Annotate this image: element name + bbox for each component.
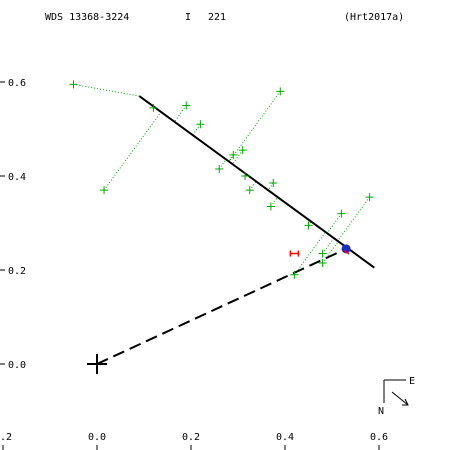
residual-line bbox=[174, 105, 187, 123]
residual-line bbox=[228, 154, 234, 162]
residual-line bbox=[322, 241, 339, 264]
observation-point bbox=[100, 186, 109, 195]
y-tick-label: 0.2 bbox=[8, 266, 26, 277]
observation-point bbox=[318, 249, 327, 258]
wds-id-label: WDS 13368-3224 bbox=[45, 12, 129, 23]
residual-line bbox=[337, 196, 371, 242]
observation-point bbox=[276, 87, 285, 96]
residual-line bbox=[249, 181, 257, 191]
predicted-position bbox=[341, 244, 351, 254]
residual-line bbox=[322, 237, 335, 254]
observation-point bbox=[290, 270, 299, 279]
observation-point bbox=[182, 101, 191, 110]
observation-point bbox=[149, 103, 158, 112]
observation-point bbox=[245, 186, 254, 195]
observation-point bbox=[318, 258, 327, 267]
observation-point bbox=[266, 202, 275, 211]
observation-point bbox=[215, 164, 224, 173]
observation-point bbox=[304, 221, 313, 230]
orbit-arc bbox=[138, 95, 375, 269]
observation-point bbox=[269, 179, 278, 188]
axes: 0.2 0.0 0.2 0.4 0.6 0.0 0.2 0.4 0.6 bbox=[0, 78, 388, 450]
compass-east-label: E bbox=[409, 376, 415, 387]
observation-point bbox=[241, 172, 250, 180]
line-of-nodes bbox=[96, 247, 347, 365]
compass-icon: E N bbox=[378, 376, 415, 417]
orbit-ref-label: (Hrt2017a) bbox=[344, 12, 404, 23]
y-tick-label: 0.6 bbox=[8, 78, 26, 89]
observation-point bbox=[69, 80, 78, 89]
residual-line bbox=[228, 91, 281, 162]
primary-star bbox=[87, 354, 107, 374]
residual-line bbox=[232, 149, 244, 165]
residual-line bbox=[270, 196, 279, 207]
residual-line bbox=[218, 159, 227, 170]
x-tick-label: 0.0 bbox=[88, 432, 106, 443]
residual-line bbox=[326, 213, 342, 234]
x-tick-label: 0.2 bbox=[0, 432, 12, 443]
x-tick-label: 0.6 bbox=[370, 432, 388, 443]
y-tick-label: 0.0 bbox=[8, 360, 26, 371]
y-tick-label: 0.4 bbox=[8, 172, 26, 183]
observation-point bbox=[238, 146, 247, 155]
observation-points bbox=[69, 80, 374, 374]
residual-lines bbox=[73, 83, 371, 275]
residual-line bbox=[73, 83, 140, 97]
speckle-measure bbox=[289, 250, 300, 257]
residual-line bbox=[267, 182, 274, 191]
observation-point bbox=[337, 209, 346, 218]
observation-point bbox=[229, 150, 238, 159]
residual-line bbox=[192, 124, 201, 136]
x-tick-label: 0.2 bbox=[182, 432, 200, 443]
x-tick-label: 0.4 bbox=[276, 432, 294, 443]
residual-line bbox=[103, 111, 162, 191]
observation-point bbox=[196, 120, 205, 129]
observation-point bbox=[365, 193, 374, 202]
compass-north-label: N bbox=[378, 406, 384, 417]
count-label: 221 bbox=[208, 12, 226, 23]
method-label: I bbox=[185, 12, 191, 23]
orbit-lines bbox=[96, 95, 375, 365]
predicted-offset-mark bbox=[343, 250, 350, 255]
